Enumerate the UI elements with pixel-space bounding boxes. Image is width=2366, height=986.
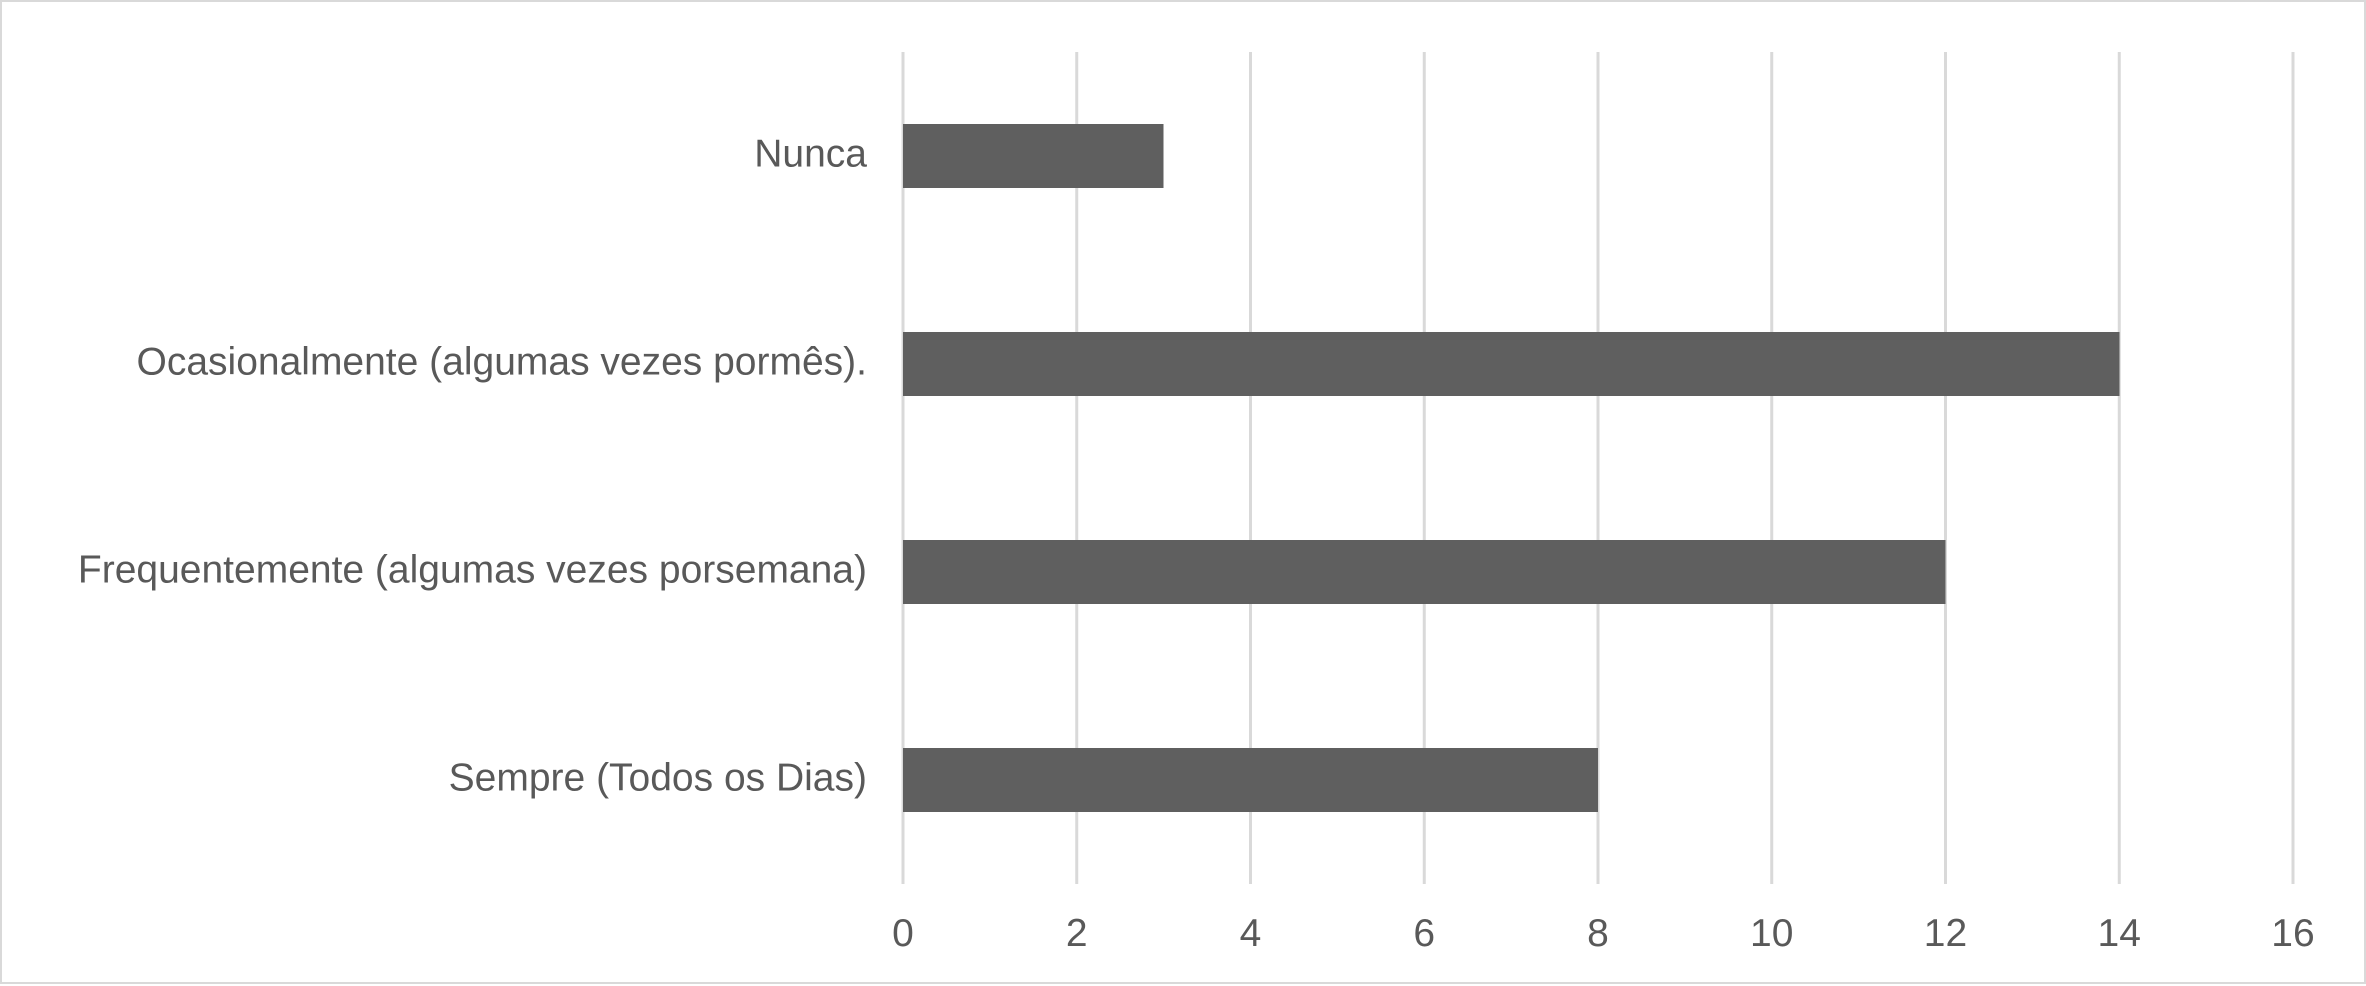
category-label: Frequentemente (algumas vezes porsemana) [78, 548, 867, 591]
x-tick-label: 10 [1750, 912, 1793, 955]
x-tick-label: 14 [2098, 912, 2141, 955]
bar [903, 124, 1164, 188]
x-tick-label: 2 [1066, 912, 1088, 955]
bar [903, 332, 2120, 396]
x-tick-label: 16 [2271, 912, 2314, 955]
category-labels: Nunca Ocasionalmente (algumas vezes pormê… [78, 132, 867, 799]
bar [903, 540, 1946, 604]
x-tick-label: 8 [1587, 912, 1609, 955]
x-tick-label: 12 [1924, 912, 1967, 955]
bars [903, 124, 2120, 812]
category-label: Sempre (Todos os Dias) [449, 756, 867, 799]
x-tick-label: 6 [1413, 912, 1435, 955]
category-label: Ocasionalmente (algumas vezes pormês). [137, 340, 867, 383]
category-label: Nunca [754, 132, 867, 175]
x-tick-label: 4 [1240, 912, 1262, 955]
x-axis-tick-labels: 0 2 4 6 8 10 12 14 16 [892, 912, 2315, 955]
bar [903, 748, 1598, 812]
gridlines [901, 52, 2295, 884]
x-tick-label: 0 [892, 912, 914, 955]
